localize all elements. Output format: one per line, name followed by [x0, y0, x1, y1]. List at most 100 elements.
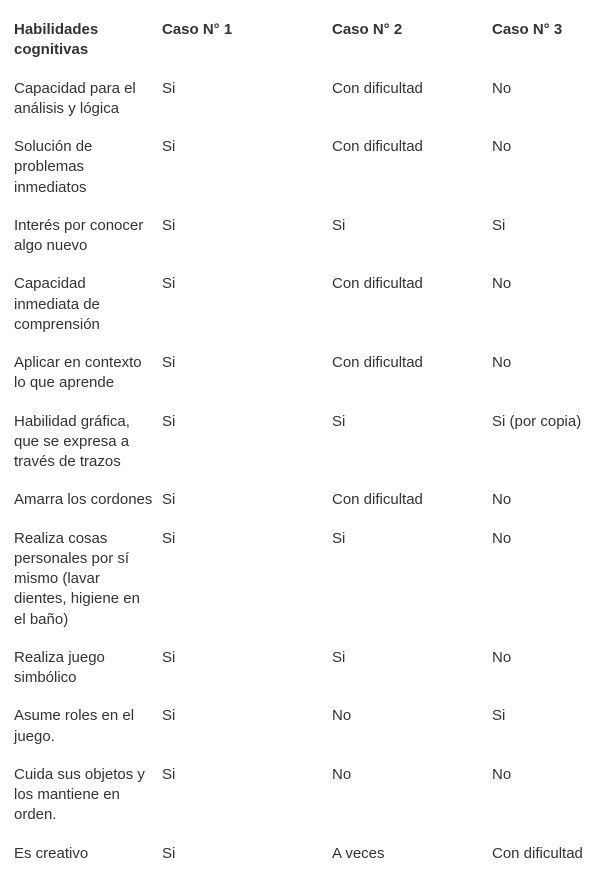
table-row: Capacidad para el análisis y lógica Si Con…	[14, 79, 598, 138]
table-cell: Es creativo	[14, 844, 162, 864]
table-cell: Si	[492, 706, 602, 747]
table-cell: Con dificultad	[492, 844, 602, 864]
table-row: Solución de problemas inmediatosSi Con di…	[14, 137, 598, 216]
cell-text: No	[492, 275, 511, 292]
cell-text: Si	[492, 217, 505, 234]
table-cell: Si (por copia)	[492, 412, 602, 473]
cell-text: Interés por conocer algo nuevo	[14, 217, 143, 254]
table-cell: Si	[162, 765, 332, 826]
table-cell: Si	[332, 648, 492, 689]
table-cell: Realiza cosas personales por sí mismo (l…	[14, 529, 162, 630]
cell-text: Si	[162, 413, 175, 430]
cell-text: Si	[162, 275, 175, 292]
table-cell: Realiza juego simbólico	[14, 648, 162, 689]
table-cell: Con dificultad	[332, 490, 492, 510]
cell-text: Realiza juego simbólico	[14, 649, 105, 686]
cell-text: Con dificultad	[332, 275, 423, 292]
table-cell: Si	[162, 844, 332, 864]
header-col-case2: Caso N° 2	[332, 20, 492, 61]
table-cell: Solución de problemas inmediatos	[14, 137, 162, 198]
table-cell: No	[492, 137, 602, 198]
cell-text: Si	[162, 649, 175, 666]
table-cell: No	[332, 706, 492, 747]
cell-text: Si	[332, 649, 345, 666]
table-row: Amarra los cordonesSiCon dificultadNo	[14, 490, 598, 528]
table-cell: Con dificultad	[332, 137, 492, 198]
cell-text: Si	[162, 845, 175, 862]
cell-text: Capacidad inmediata de comprensión	[14, 275, 100, 333]
table-cell: Con dificultad	[332, 274, 492, 335]
cell-text: No	[492, 530, 511, 547]
cell-text: No	[492, 80, 511, 97]
cell-text: Con dificultad	[332, 138, 423, 155]
table-cell: Si	[162, 412, 332, 473]
table-cell: Amarra los cordones	[14, 490, 162, 510]
cell-text: Si	[162, 217, 175, 234]
cell-text: Si	[162, 707, 175, 724]
table-row: Habilidad gráfica, que se expresa a trav…	[14, 412, 598, 491]
table-body: Capacidad para el análisis y lógicaSiCon…	[14, 79, 598, 882]
table-row: Es creativo Si A veces Con dificultad	[14, 844, 598, 882]
cell-text: Si	[332, 530, 345, 547]
cell-text: Con dificultad	[332, 354, 423, 371]
cell-text: Realiza cosas personales por sí mismo (l…	[14, 530, 140, 628]
cell-text: No	[492, 138, 511, 155]
cell-text: A veces	[332, 845, 385, 862]
cell-text: No	[492, 766, 511, 783]
table-cell: Si	[162, 137, 332, 198]
table-cell: Si	[162, 529, 332, 630]
table-cell: Con dificultad	[332, 353, 492, 394]
table-cell: Si	[162, 216, 332, 257]
cell-text: Si	[162, 138, 175, 155]
cell-text: No	[332, 707, 351, 724]
cell-text: Si	[162, 80, 175, 97]
table-row: Aplicar en contexto lo que aprende SiCon …	[14, 353, 598, 412]
table-cell: Con dificultad	[332, 79, 492, 120]
cell-text: Amarra los cordones	[14, 491, 152, 508]
table-cell: Si	[332, 412, 492, 473]
cell-text: Con dificultad	[332, 491, 423, 508]
table-cell: Capacidad inmediata de comprensión	[14, 274, 162, 335]
table-cell: No	[492, 765, 602, 826]
cell-text: Con dificultad	[492, 845, 583, 862]
cell-text: Si	[332, 217, 345, 234]
cell-text: Habilidad gráfica, que se expresa a trav…	[14, 413, 130, 471]
cell-text: Asume roles en el juego.	[14, 707, 134, 744]
cell-text: Es creativo	[14, 845, 88, 862]
header-col-skills: Habilidades cognitivas	[14, 20, 162, 61]
table-cell: No	[332, 765, 492, 826]
table-cell: Si	[162, 353, 332, 394]
table-cell: Habilidad gráfica, que se expresa a trav…	[14, 412, 162, 473]
cell-text: No	[492, 354, 511, 371]
table-row: Asume roles en el juego. Si No Si	[14, 706, 598, 765]
table-cell: Si	[162, 648, 332, 689]
cell-text: Si (por copia)	[492, 413, 581, 430]
cell-text: Cuida sus objetos y los mantiene en orde…	[14, 766, 145, 824]
cell-text: Capacidad para el análisis y lógica	[14, 80, 136, 117]
cell-text: No	[332, 766, 351, 783]
table-cell: Si	[162, 79, 332, 120]
table-cell: Si	[162, 706, 332, 747]
table-row: Realiza cosas personales por sí mismo (l…	[14, 529, 598, 648]
header-col-case3: Caso N° 3	[492, 20, 602, 61]
table-row: Capacidad inmediata de comprensión Si Con …	[14, 274, 598, 353]
cell-text: Si	[332, 413, 345, 430]
table-row: Interés por conocer algo nuevo Si Si Si	[14, 216, 598, 275]
table-cell: Si	[332, 216, 492, 257]
cell-text: Aplicar en contexto lo que aprende	[14, 354, 142, 391]
cell-text: No	[492, 491, 511, 508]
table-cell: No	[492, 79, 602, 120]
table-cell: Si	[332, 529, 492, 630]
cell-text: Si	[492, 707, 505, 724]
cell-text: Con dificultad	[332, 80, 423, 97]
table-cell: Asume roles en el juego.	[14, 706, 162, 747]
table-cell: No	[492, 274, 602, 335]
table-cell: No	[492, 648, 602, 689]
table-row: Realiza juego simbólico Si Si No	[14, 648, 598, 707]
header-col-case1: Caso N° 1	[162, 20, 332, 61]
cell-text: No	[492, 649, 511, 666]
header-label: Caso N° 1	[162, 21, 232, 38]
table-cell: A veces	[332, 844, 492, 864]
header-label: Caso N° 2	[332, 21, 402, 38]
header-label: Habilidades cognitivas	[14, 21, 98, 58]
